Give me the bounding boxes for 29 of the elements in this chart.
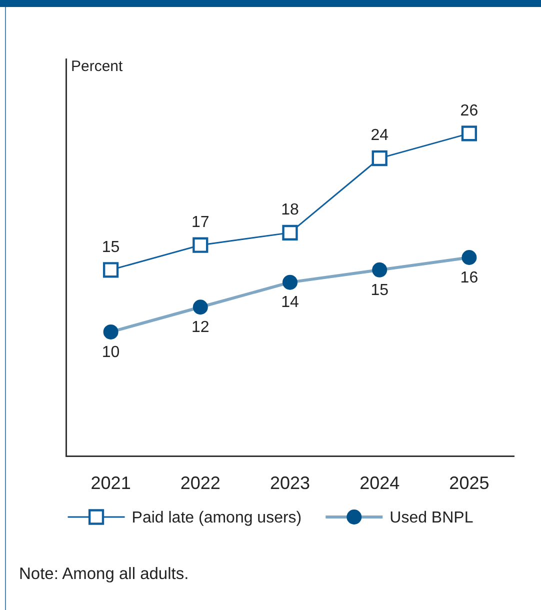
- point: [462, 250, 477, 265]
- x-tick-label: 2023: [270, 472, 310, 493]
- data-label: 15: [102, 238, 120, 256]
- x-tick-label: 2025: [449, 472, 490, 493]
- data-label: 24: [370, 127, 389, 144]
- data-label: 26: [460, 102, 478, 120]
- point: [103, 324, 118, 340]
- point: [192, 237, 208, 253]
- x-tick-label: 2021: [90, 472, 131, 493]
- x-tick-label: 2022: [180, 472, 220, 493]
- text: Note: Among all adults.: [19, 564, 189, 584]
- point: [461, 126, 478, 142]
- point: [102, 262, 119, 278]
- point: [282, 274, 298, 290]
- legend-label: Paid late (among users): [132, 509, 302, 526]
- y-axis-title: Percent: [71, 58, 124, 76]
- data-label: 18: [281, 202, 299, 219]
- data-label: 16: [460, 269, 478, 286]
- data-label: 14: [281, 294, 299, 312]
- data-label: 10: [102, 344, 120, 361]
- point: [372, 150, 388, 166]
- point: [192, 300, 208, 315]
- point: [372, 262, 388, 278]
- data-label: 12: [192, 319, 210, 336]
- x-tick-label: 2024: [360, 472, 400, 493]
- point: [282, 224, 298, 241]
- legend-label: Used BNPL: [390, 509, 474, 526]
- data-label: 17: [192, 214, 210, 231]
- data-label: 15: [370, 282, 389, 299]
